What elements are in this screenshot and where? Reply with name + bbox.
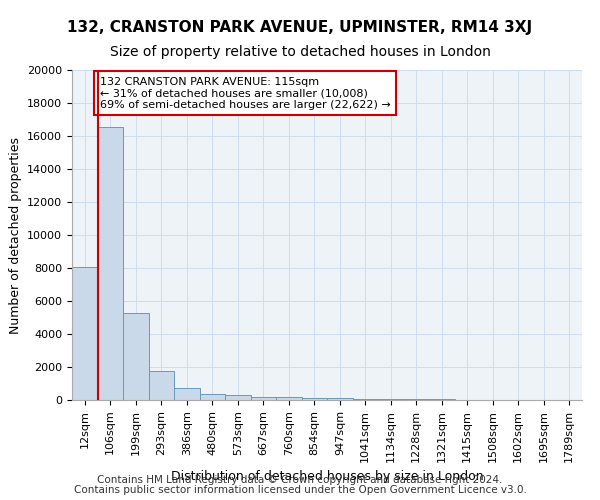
Bar [174, 388, 199, 400]
X-axis label: Distribution of detached houses by size in London: Distribution of detached houses by size … [170, 470, 484, 483]
Bar [72, 267, 97, 400]
Bar [225, 396, 251, 400]
Text: Size of property relative to detached houses in London: Size of property relative to detached ho… [110, 45, 490, 59]
Bar [276, 397, 302, 400]
Bar [97, 127, 123, 400]
Text: Contains public sector information licensed under the Open Government Licence v3: Contains public sector information licen… [74, 485, 526, 495]
Text: 132, CRANSTON PARK AVENUE, UPMINSTER, RM14 3XJ: 132, CRANSTON PARK AVENUE, UPMINSTER, RM… [67, 20, 533, 35]
Bar [327, 398, 353, 400]
Text: Contains HM Land Registry data © Crown copyright and database right 2024.: Contains HM Land Registry data © Crown c… [97, 475, 503, 485]
Bar [404, 399, 429, 400]
Bar [149, 371, 174, 400]
Text: 132 CRANSTON PARK AVENUE: 115sqm
← 31% of detached houses are smaller (10,008)
6: 132 CRANSTON PARK AVENUE: 115sqm ← 31% o… [100, 76, 390, 110]
Bar [251, 396, 276, 400]
Y-axis label: Number of detached properties: Number of detached properties [8, 136, 22, 334]
Bar [123, 312, 149, 400]
Bar [302, 398, 327, 400]
Bar [353, 398, 378, 400]
Bar [199, 394, 225, 400]
Bar [378, 399, 404, 400]
